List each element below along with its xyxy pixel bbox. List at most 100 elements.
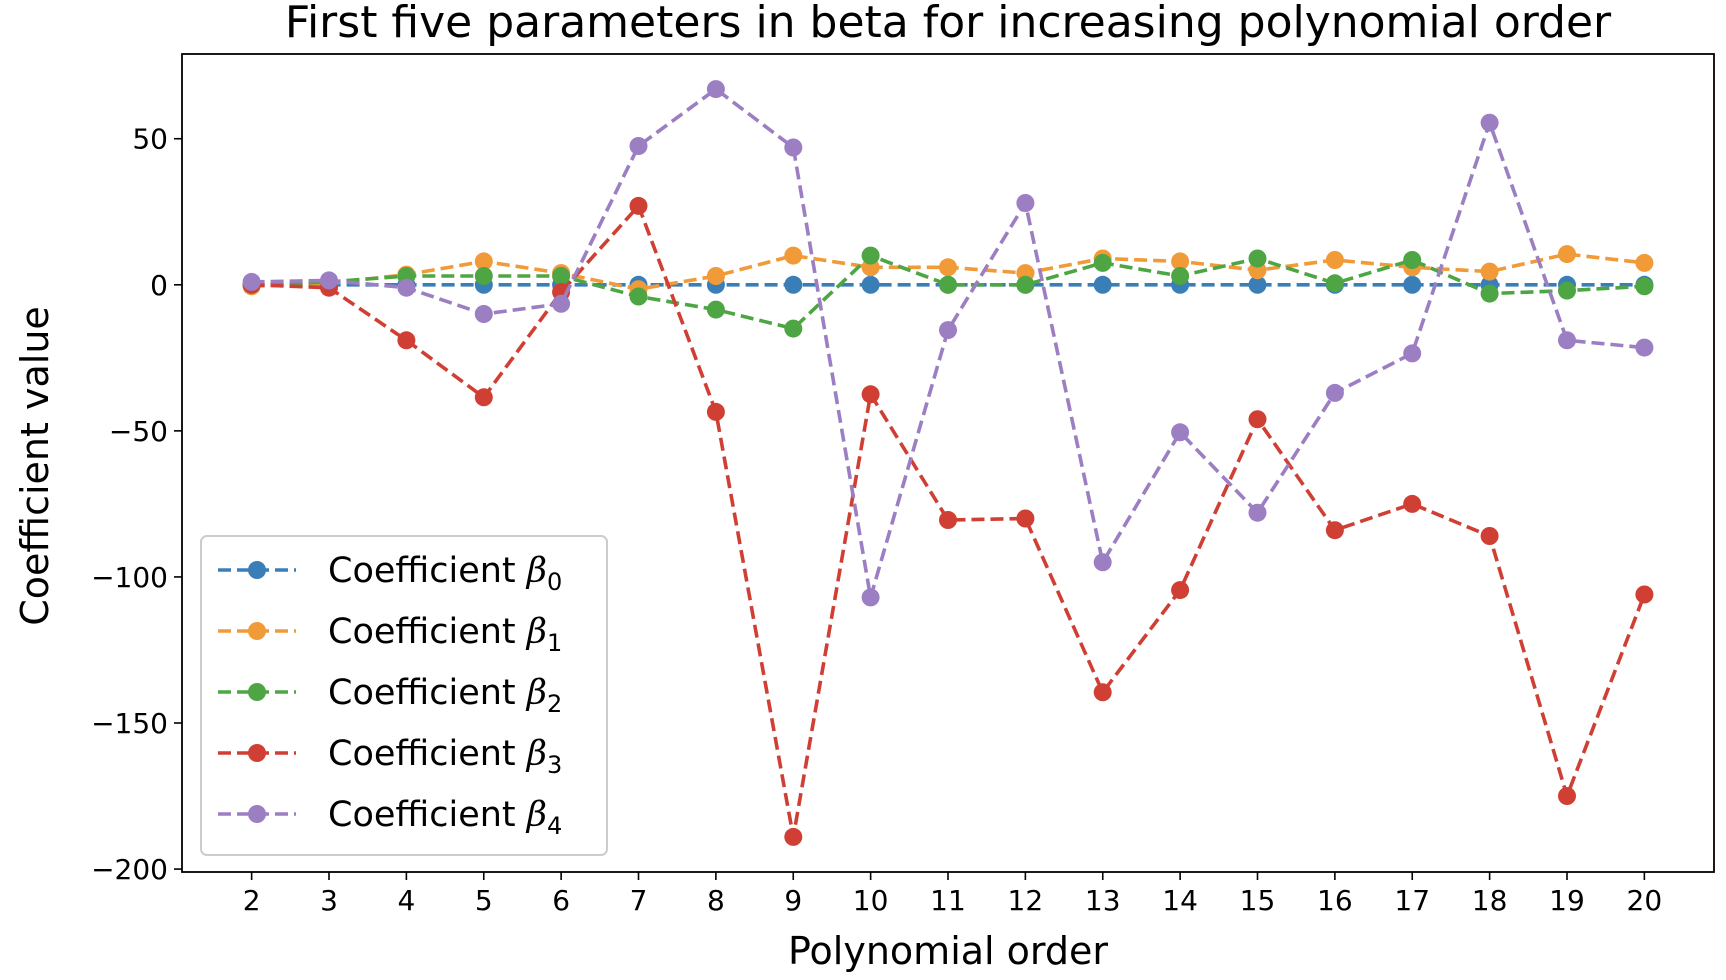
data-point-beta-4 [1480,113,1499,132]
data-point-beta-4 [1248,503,1267,522]
x-tick-label: 11 [930,884,966,917]
x-tick-label: 4 [397,884,415,917]
data-point-beta-4 [861,588,880,607]
legend-box [200,535,608,856]
y-tick-label: −50 [109,415,168,448]
x-tick-label: 10 [853,884,889,917]
data-point-beta-0 [1403,275,1422,294]
legend-label: Coefficient β3 [328,734,562,779]
data-point-beta-3 [1248,410,1267,429]
legend: Coefficient β0 Coefficient β1 Coefficient … [200,535,608,856]
legend-swatch-marker [248,622,266,640]
data-point-beta-1 [1325,251,1344,269]
x-tick-label: 15 [1240,884,1276,917]
data-point-beta-3 [1325,521,1344,540]
y-tick-label: −150 [91,707,168,740]
data-point-beta-3 [1171,581,1190,600]
x-tick-label: 8 [707,884,725,917]
data-point-beta-2 [939,275,957,294]
legend-label: Coefficient β0 [328,551,562,596]
x-tick-label: 9 [784,884,802,917]
legend-swatch-marker [248,561,266,579]
y-tick-label: 50 [132,123,168,156]
x-tick-label: 20 [1627,884,1663,917]
data-point-beta-3 [1635,585,1654,604]
data-point-beta-2 [1325,274,1344,293]
x-tick-label: 5 [475,884,493,917]
data-point-beta-1 [784,246,803,265]
data-point-beta-1 [939,258,957,277]
x-tick-label: 19 [1549,884,1585,917]
legend-item-beta-4: Coefficient β4 [218,795,562,840]
legend-swatch-marker [248,744,266,762]
data-point-beta-3 [861,385,880,404]
data-point-beta-3 [1480,527,1499,545]
data-point-beta-2 [1171,267,1190,285]
data-point-beta-2 [706,300,725,319]
data-point-beta-4 [242,272,261,291]
legend-swatch-marker [248,683,266,701]
series-beta-4 [242,80,1654,607]
series-beta-3 [242,196,1654,846]
data-point-beta-2 [629,287,648,306]
data-point-beta-1 [1480,262,1499,281]
x-tick-label: 13 [1085,884,1121,917]
data-point-beta-3 [784,827,803,846]
data-point-beta-2 [784,319,803,338]
data-point-beta-0 [1093,275,1112,294]
data-point-beta-2 [1093,253,1112,272]
legend-label: Coefficient β1 [328,612,562,657]
data-point-beta-4 [552,294,571,313]
data-point-beta-4 [1325,383,1344,402]
legend-item-beta-2: Coefficient β2 [218,673,562,718]
data-point-beta-2 [1016,275,1035,294]
data-point-beta-4 [1171,423,1190,442]
data-point-beta-1 [1558,245,1576,264]
data-point-beta-4 [320,271,338,290]
data-point-beta-4 [474,305,493,323]
y-axis-label: Coefficient value [13,306,57,626]
x-tick-label: 2 [243,884,261,917]
data-point-beta-2 [1403,251,1422,269]
data-point-beta-4 [1558,331,1576,350]
x-tick-label: 7 [630,884,648,917]
data-point-beta-0 [1248,275,1267,294]
data-point-beta-3 [1016,509,1035,528]
x-axis-label: Polynomial order [788,929,1108,973]
data-point-beta-1 [1635,253,1654,272]
data-point-beta-3 [939,511,957,529]
data-point-beta-3 [1403,494,1422,513]
x-tick-label: 18 [1472,884,1508,917]
data-point-beta-3 [397,331,416,350]
data-point-beta-3 [1558,787,1576,805]
data-point-beta-4 [1403,344,1422,363]
legend-label: Coefficient β4 [328,795,562,840]
data-point-beta-1 [706,267,725,285]
data-point-beta-4 [939,321,957,340]
data-point-beta-2 [1558,281,1576,300]
legend-item-beta-1: Coefficient β1 [218,612,562,657]
x-tick-label: 6 [552,884,570,917]
x-tick-label: 3 [320,884,338,917]
data-point-beta-1 [474,252,493,271]
data-point-beta-4 [1016,194,1035,212]
legend-item-beta-0: Coefficient β0 [218,551,562,596]
data-point-beta-3 [629,196,648,215]
x-tick-label: 16 [1317,884,1353,917]
data-point-beta-3 [474,388,493,407]
data-point-beta-0 [861,275,880,294]
plot-area: 2 3 4 5 6 7 8 9 10 11 12 13 14 15 16 17 18 19 20 50 0 −50 −100… [91,53,1715,917]
data-point-beta-4 [1093,553,1112,572]
x-tick-label: 14 [1162,884,1198,917]
data-point-beta-4 [784,138,803,157]
data-point-beta-4 [706,80,725,99]
data-point-beta-2 [861,246,880,265]
x-tick-label: 17 [1394,884,1430,917]
chart-title: First five parameters in beta for increa… [285,0,1612,48]
legend-item-beta-3: Coefficient β3 [218,734,562,779]
data-point-beta-3 [1093,683,1112,702]
data-point-beta-2 [1480,284,1499,303]
data-point-beta-4 [629,137,648,155]
y-tick-label: −200 [91,853,168,886]
